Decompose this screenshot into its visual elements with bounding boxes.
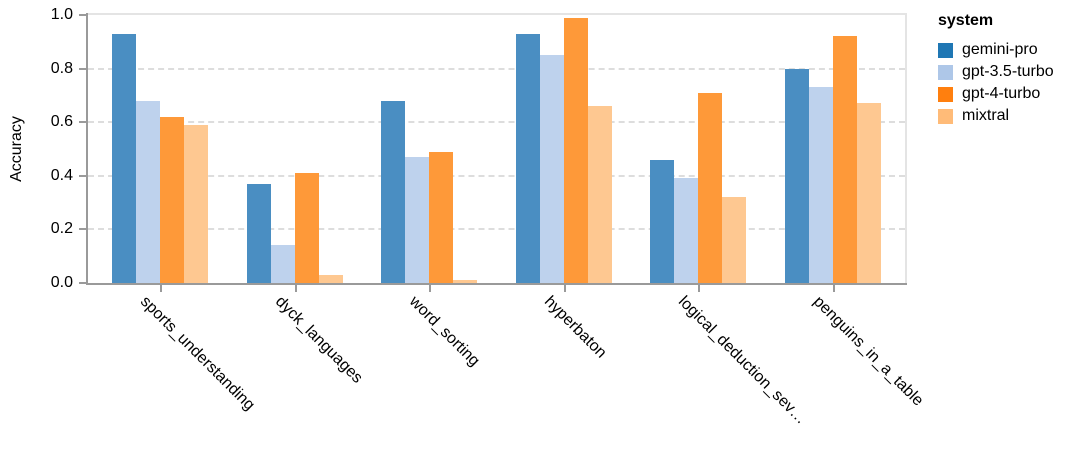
y-axis-title: Accuracy [8, 116, 25, 182]
legend-label: mixtral [962, 107, 1010, 124]
bar-gemini-pro-sports_understanding [112, 34, 136, 283]
y-tick-label: 1.0 [50, 6, 73, 23]
plot-border-right [905, 13, 907, 283]
x-tick [698, 285, 700, 292]
x-tick-label: sports_understanding [136, 293, 258, 414]
bar-mixtral-penguins_in_a_table [857, 103, 881, 283]
gridline [88, 228, 905, 231]
y-tick [79, 174, 86, 177]
y-tick [79, 67, 86, 70]
x-tick [429, 285, 431, 292]
x-tick [833, 285, 835, 292]
bar-mixtral-sports_understanding [184, 125, 208, 283]
y-axis-line [86, 13, 88, 283]
y-tick [79, 228, 86, 231]
gridline [88, 67, 905, 70]
y-tick [79, 121, 86, 124]
x-tick-label: word_sorting [405, 293, 483, 370]
bar-gpt-4-turbo-dyck_languages [295, 173, 319, 283]
bar-gemini-pro-hyperbaton [516, 34, 540, 283]
bar-gemini-pro-penguins_in_a_table [785, 69, 809, 283]
x-tick-label: logical_deduction_sev… [674, 293, 810, 428]
x-tick-label: penguins_in_a_table [809, 293, 927, 410]
plot-border-top [88, 13, 907, 15]
y-tick-label: 0.0 [50, 274, 73, 291]
x-tick-label: hyperbaton [540, 293, 610, 362]
y-tick [79, 282, 86, 284]
bar-mixtral-hyperbaton [588, 106, 612, 283]
legend-items: gemini-pro gpt-3.5-turbo gpt-4-turbo mixtra… [938, 39, 1054, 127]
x-tick [160, 285, 162, 292]
legend-swatch-gpt-3.5-turbo [938, 64, 953, 80]
legend: system gemini-pro gpt-3.5-turbo gpt-4-turb… [938, 12, 1054, 127]
legend-label: gpt-4-turbo [962, 85, 1041, 102]
bar-gpt-3.5-turbo-sports_understanding [136, 101, 160, 283]
legend-item-gemini-pro: gemini-pro [938, 39, 1054, 61]
bar-mixtral-logical_deduction_sev… [722, 197, 746, 283]
legend-label: gemini-pro [962, 41, 1038, 58]
legend-swatch-gemini-pro [938, 42, 953, 58]
legend-item-gpt-4-turbo: gpt-4-turbo [938, 83, 1054, 105]
bar-gpt-3.5-turbo-hyperbaton [540, 55, 564, 283]
bar-gemini-pro-dyck_languages [247, 184, 271, 283]
gridline [88, 121, 905, 124]
y-tick-label: 0.6 [50, 113, 73, 131]
bar-gpt-4-turbo-word_sorting [429, 152, 453, 283]
legend-swatch-gpt-4-turbo [938, 86, 953, 102]
bar-gpt-3.5-turbo-logical_deduction_sev… [674, 178, 698, 283]
bar-gpt-4-turbo-sports_understanding [160, 117, 184, 283]
bar-gpt-3.5-turbo-word_sorting [405, 157, 429, 283]
legend-label: gpt-3.5-turbo [962, 63, 1054, 80]
bar-gpt-3.5-turbo-penguins_in_a_table [809, 87, 833, 283]
x-tick [564, 285, 566, 292]
y-tick-label: 0.2 [50, 220, 73, 238]
bar-mixtral-word_sorting [453, 280, 477, 283]
x-tick [295, 285, 297, 292]
y-tick [79, 14, 86, 16]
bar-gemini-pro-logical_deduction_sev… [650, 160, 674, 283]
legend-item-mixtral: mixtral [938, 105, 1054, 127]
bar-mixtral-dyck_languages [319, 275, 343, 283]
legend-swatch-mixtral [938, 108, 953, 124]
legend-title: system [938, 12, 994, 29]
x-axis-line [86, 283, 907, 285]
bar-gpt-3.5-turbo-dyck_languages [271, 245, 295, 283]
gridline [88, 174, 905, 177]
bar-gpt-4-turbo-penguins_in_a_table [833, 36, 857, 283]
x-tick-label: dyck_languages [271, 293, 366, 387]
bar-gemini-pro-word_sorting [381, 101, 405, 283]
bar-gpt-4-turbo-logical_deduction_sev… [698, 93, 722, 283]
y-tick-label: 0.8 [50, 59, 73, 77]
y-tick-label: 0.4 [50, 166, 73, 184]
legend-item-gpt-3.5-turbo: gpt-3.5-turbo [938, 61, 1054, 83]
bar-gpt-4-turbo-hyperbaton [564, 18, 588, 283]
